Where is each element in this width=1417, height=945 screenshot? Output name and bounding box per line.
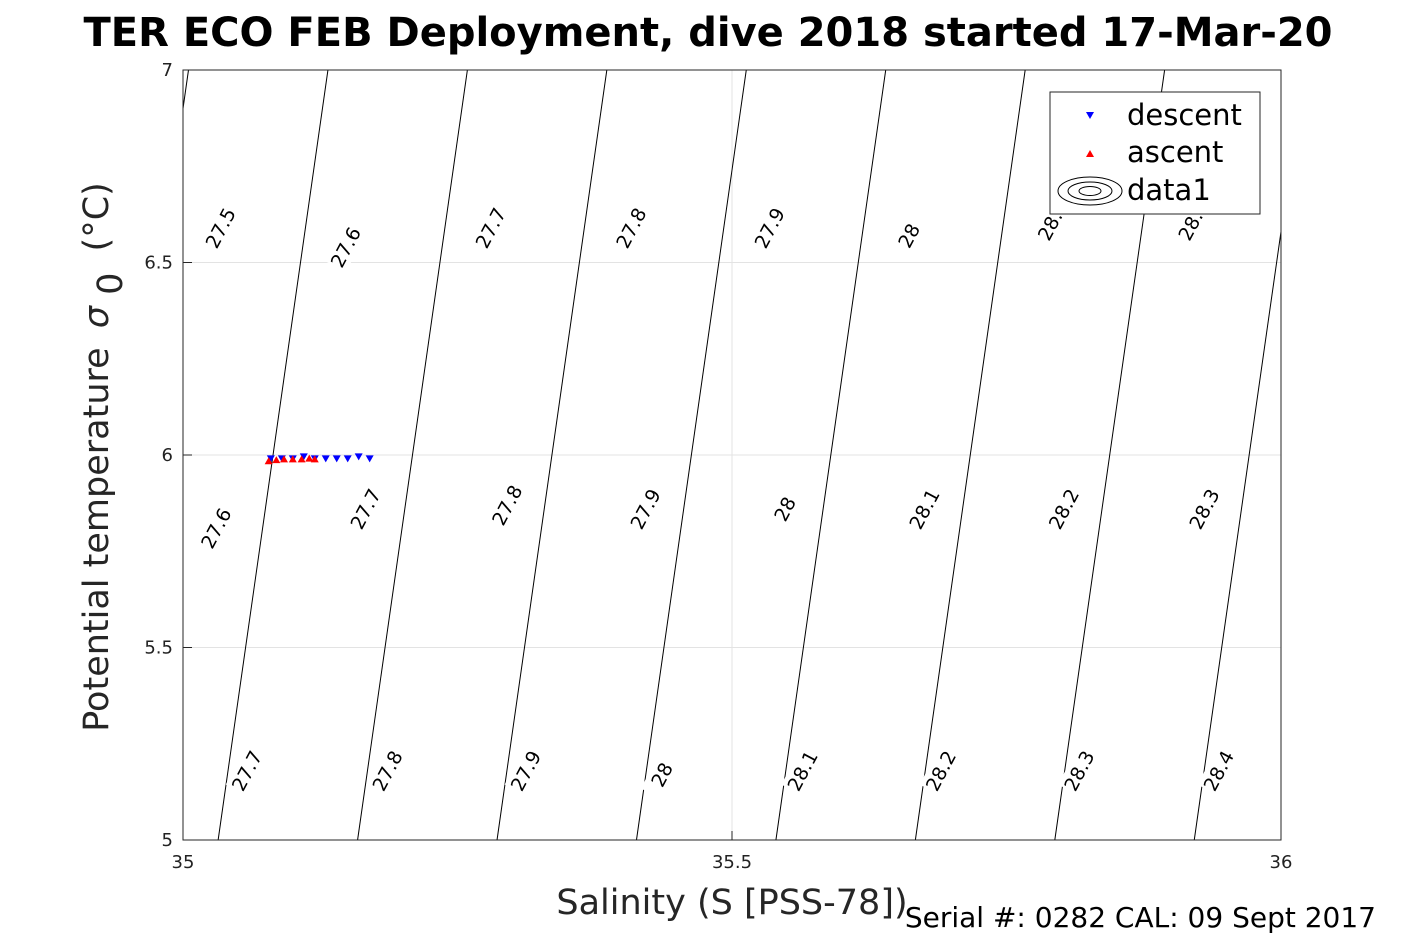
contour-label-bg: [366, 745, 409, 796]
legend-data1-label: data1: [1127, 173, 1211, 207]
contour-line: [357, 69, 468, 841]
contour-label-bg: [195, 503, 237, 554]
x-tick-label: 35: [172, 852, 195, 873]
contour-line: [914, 69, 1026, 841]
contour-line: [1193, 231, 1282, 841]
y-tick-label: 6: [162, 445, 173, 466]
descent-point: [343, 455, 352, 463]
chart-title: TER ECO FEB Deployment, dive 2018 starte…: [83, 10, 1332, 56]
y-axis-label: Potential temperature σ 0 (°C): [77, 182, 131, 732]
contour-label-bg: [1197, 745, 1240, 796]
ascent-point: [297, 455, 306, 463]
descent-point: [365, 455, 374, 463]
legend: descent ascent data1: [1049, 91, 1261, 215]
contour-label-bg: [919, 745, 962, 796]
contour-label-bg: [1042, 483, 1085, 534]
contour-label-bg: [485, 479, 528, 531]
y-tick-label: 5.5: [144, 638, 173, 659]
legend-contour-icon: [1057, 176, 1123, 206]
y-axis-label-unit: (°C): [77, 182, 117, 251]
legend-descent-label: descent: [1127, 98, 1242, 132]
contour-label-bg: [640, 749, 683, 800]
ascent-point: [264, 457, 273, 465]
contour-label-bg: [199, 202, 242, 253]
contour-label-bg: [763, 483, 806, 534]
contour-label-bg: [903, 483, 946, 534]
descent-point: [354, 453, 363, 461]
descent-point: [321, 455, 330, 463]
contour-label-bg: [469, 202, 512, 253]
y-tick-label: 7: [162, 60, 173, 81]
contour-label-bg: [1183, 483, 1226, 534]
contour-label-bg: [748, 202, 791, 253]
axis-ticks: 35 35.5 36 5 5.5 6 6.5 7: [144, 60, 1292, 873]
contour-label-bg: [1058, 745, 1100, 796]
ascent-point: [280, 455, 289, 463]
y-tick-label: 5: [162, 830, 173, 851]
ascent-point: [272, 456, 281, 464]
ascent-point: [310, 455, 319, 463]
descent-point: [332, 455, 341, 463]
y-axis-label-main: Potential temperature: [77, 347, 117, 731]
legend-descent-marker: [1086, 112, 1094, 119]
contour-line: [496, 69, 608, 841]
descent-point: [266, 455, 275, 463]
contour-label-bg: [781, 745, 824, 796]
y-axis-label-sigma: σ: [77, 304, 117, 328]
contour-label-bg: [225, 745, 268, 796]
ascent-point: [305, 454, 314, 462]
descent-point: [299, 453, 308, 461]
y-axis-label-sub: 0: [91, 273, 131, 295]
x-tick-label: 36: [1270, 852, 1293, 873]
contour-line: [635, 69, 747, 841]
contour-label-bg: [504, 745, 547, 796]
serial-cal-footer: Serial #: 0282 CAL: 09 Sept 2017: [905, 901, 1376, 934]
contour-label-bg: [610, 202, 652, 253]
data-points: [264, 453, 374, 465]
contour-label-bg: [324, 222, 367, 273]
legend-ascent-label: ascent: [1127, 135, 1223, 169]
contour-line: [217, 69, 329, 841]
x-axis-label: Salinity (S [PSS-78]): [556, 883, 907, 923]
legend-box: [1049, 91, 1261, 215]
legend-ascent-marker: [1086, 150, 1094, 157]
contour-label-bg: [344, 483, 387, 534]
y-tick-label: 6.5: [144, 253, 173, 274]
contour-line: [775, 69, 887, 841]
isopycnal-contours: [182, 69, 1282, 841]
contour-label-bg: [887, 210, 930, 261]
contour-line: [182, 69, 189, 109]
ascent-point: [288, 455, 297, 463]
contour-label-bg: [624, 483, 667, 534]
x-tick-label: 35.5: [712, 852, 752, 873]
